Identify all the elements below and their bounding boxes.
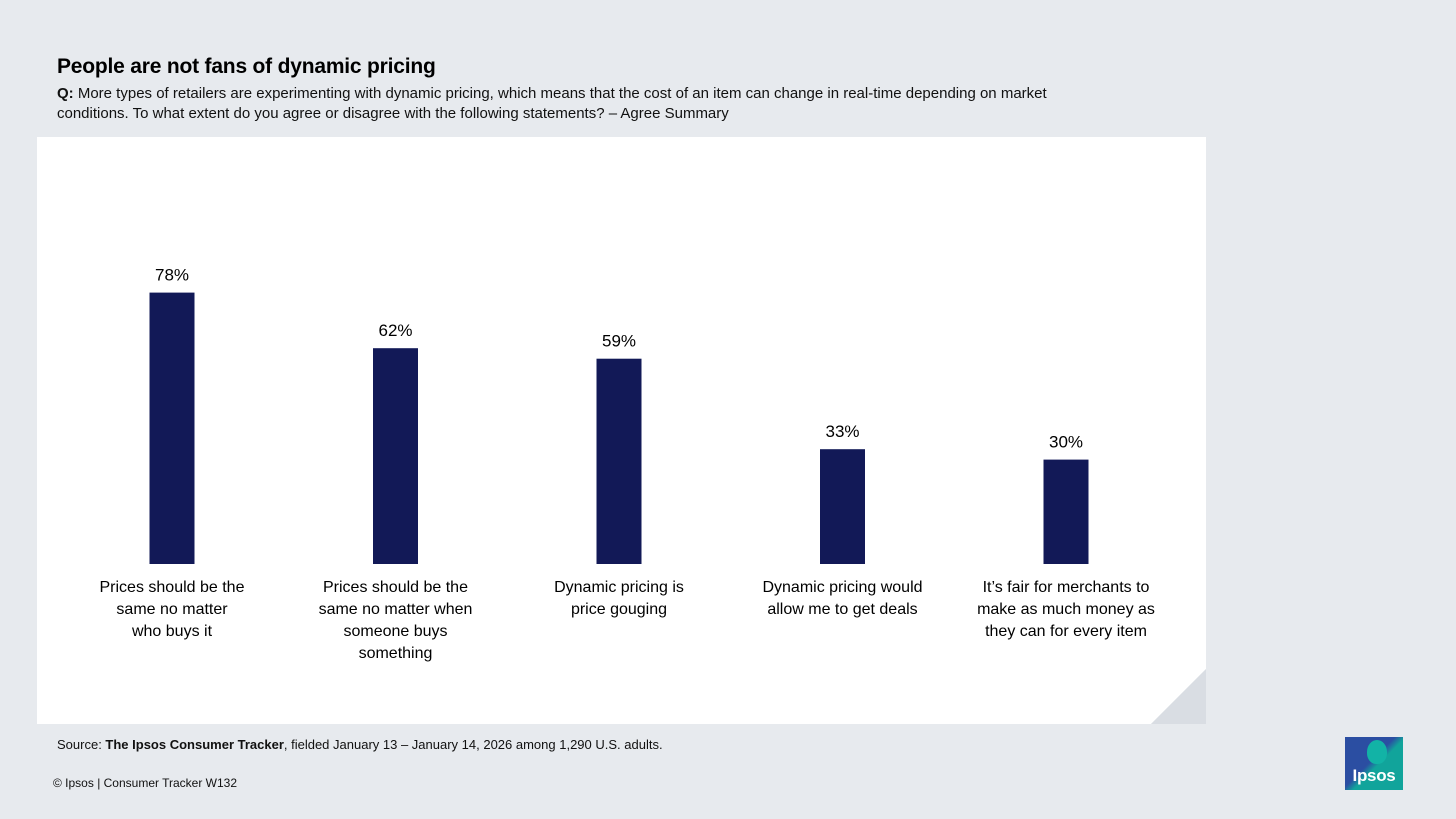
- bar-1: [149, 292, 195, 564]
- category-label-2: Prices should be the same no matter when s…: [319, 579, 473, 662]
- category-label-line: Dynamic pricing would: [762, 579, 922, 596]
- page-title: People are not fans of dynamic pricing: [57, 55, 436, 78]
- question-body: More types of retailers are experimentin…: [57, 85, 1047, 122]
- ipsos-logo: Ipsos: [1345, 737, 1403, 790]
- question-label: Q:: [57, 85, 74, 102]
- source-name: The Ipsos Consumer Tracker: [105, 737, 284, 752]
- category-label-line: who buys it: [131, 623, 213, 640]
- category-label-line: same no matter: [116, 601, 228, 618]
- bar-chart: 78% Prices should be the same no matter who…: [100, 266, 1155, 662]
- category-label-line: Prices should be the: [323, 579, 468, 596]
- category-label-1: Prices should be the same no matter who bu…: [100, 579, 245, 640]
- category-label-line: Prices should be the: [100, 579, 245, 596]
- category-label-4: Dynamic pricing would allow me to get dea…: [762, 579, 922, 618]
- data-label-1: 78%: [155, 266, 189, 285]
- logo-head-icon: [1367, 740, 1387, 764]
- data-label-2: 62%: [378, 321, 412, 340]
- bar-5: [1043, 459, 1089, 564]
- logo-text: Ipsos: [1352, 766, 1396, 785]
- data-label-4: 33%: [825, 422, 859, 441]
- category-label-line: someone buys: [343, 623, 447, 640]
- source-suffix: , fielded January 13 – January 14, 2026 …: [283, 737, 663, 752]
- question-text: Q: More types of retailers are experimen…: [57, 84, 1117, 124]
- category-label-line: It’s fair for merchants to: [983, 579, 1150, 596]
- category-label-line: something: [359, 645, 433, 662]
- chart-card: 78% Prices should be the same no matter who…: [37, 137, 1206, 724]
- bar-3: [596, 358, 642, 564]
- category-label-3: Dynamic pricing is price gouging: [554, 579, 684, 618]
- category-label-line: make as much money as: [977, 601, 1155, 618]
- category-label-line: they can for every item: [985, 623, 1147, 640]
- category-label-line: Dynamic pricing is: [554, 579, 684, 596]
- source-note: Source: The Ipsos Consumer Tracker, fiel…: [57, 737, 663, 752]
- bar-2: [373, 348, 418, 564]
- data-label-3: 59%: [602, 332, 636, 351]
- category-label-line: price gouging: [571, 601, 667, 618]
- category-label-5: It’s fair for merchants to make as much m…: [977, 579, 1155, 640]
- copyright-footer: © Ipsos | Consumer Tracker W132: [53, 776, 238, 790]
- category-label-line: same no matter when: [319, 601, 473, 618]
- category-label-line: allow me to get deals: [767, 601, 917, 618]
- source-prefix: Source:: [57, 737, 106, 752]
- bar-4: [820, 449, 865, 564]
- data-label-5: 30%: [1049, 433, 1083, 452]
